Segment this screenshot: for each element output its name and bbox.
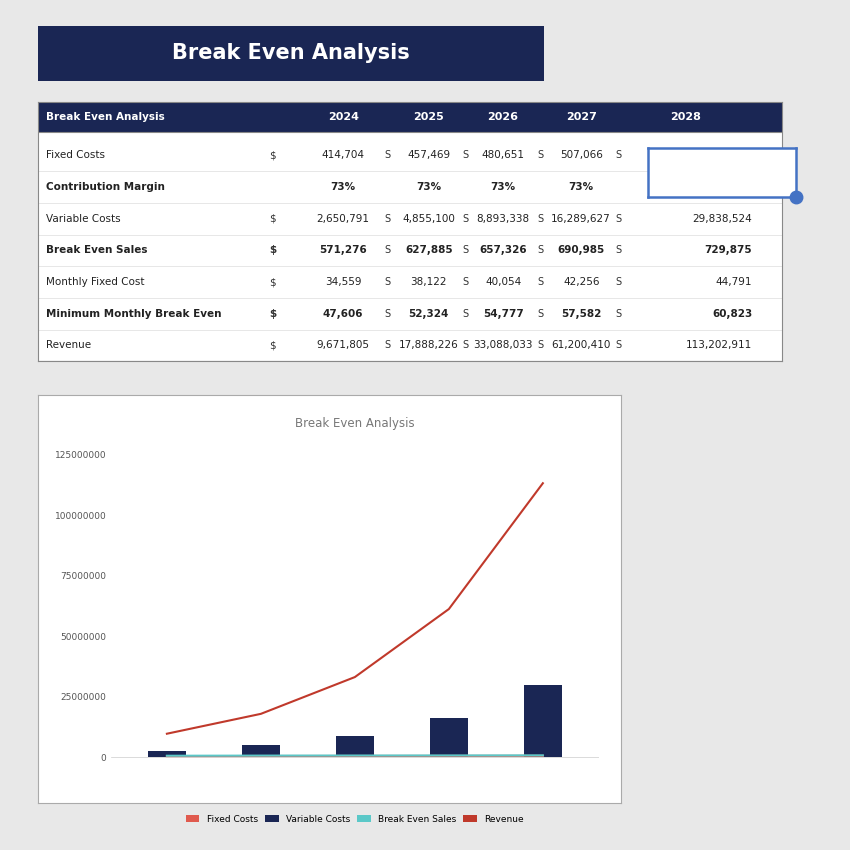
Title: Break Even Analysis: Break Even Analysis [295,416,415,429]
Text: 47,606: 47,606 [323,309,364,319]
Text: S: S [537,309,543,319]
Text: Monthly Fixed Cost: Monthly Fixed Cost [46,277,145,287]
Text: $: $ [269,277,276,287]
Text: 42,256: 42,256 [563,277,599,287]
Text: S: S [463,213,469,224]
Text: S: S [615,340,621,350]
Text: S: S [463,150,469,161]
Bar [336,735,374,757]
Text: 61,200,410: 61,200,410 [552,340,611,350]
Text: 571,276: 571,276 [320,246,367,255]
Text: S: S [463,309,469,319]
Text: S: S [615,213,621,224]
Text: S: S [537,213,543,224]
Text: S: S [463,277,469,287]
Bar [38,171,782,203]
Text: S: S [615,277,621,287]
Text: 73%: 73% [569,182,594,192]
Text: 60,823: 60,823 [712,309,752,319]
Bar [524,685,562,757]
Text: Variable Costs: Variable Costs [46,213,121,224]
Text: Revenue: Revenue [46,340,91,350]
Text: S: S [615,309,621,319]
Text: 2024: 2024 [328,112,359,122]
Text: S: S [385,309,391,319]
Text: 2028: 2028 [670,112,700,122]
Text: S: S [537,246,543,255]
Text: S: S [385,340,391,350]
Bar [38,266,782,298]
Text: 17,888,226: 17,888,226 [399,340,459,350]
Text: Break Even Analysis: Break Even Analysis [173,43,410,63]
Text: 414,704: 414,704 [321,150,365,161]
Text: S: S [385,246,391,255]
Text: 627,885: 627,885 [405,246,452,255]
Text: $: $ [269,150,276,161]
Bar [38,235,782,266]
Bar [242,745,280,757]
Text: Break Even Sales: Break Even Sales [46,246,147,255]
Text: 2027: 2027 [566,112,597,122]
Text: 52,324: 52,324 [409,309,449,319]
Text: $: $ [269,340,276,350]
Text: 657,326: 657,326 [479,246,527,255]
Text: 2026: 2026 [488,112,518,122]
Text: 73%: 73% [490,182,516,192]
Text: $: $ [269,309,276,319]
Text: 9,671,805: 9,671,805 [317,340,370,350]
Text: S: S [615,246,621,255]
Text: 74%: 74% [680,182,705,192]
Text: 537,492: 537,492 [709,150,752,161]
Text: Contribution Margin: Contribution Margin [46,182,165,192]
Text: 40,054: 40,054 [485,277,521,287]
Text: S: S [537,277,543,287]
Text: 57,582: 57,582 [561,309,601,319]
Bar [38,203,782,235]
Text: 73%: 73% [331,182,356,192]
Text: S: S [463,246,469,255]
Bar [38,330,782,361]
Text: 690,985: 690,985 [558,246,605,255]
Text: 113,202,911: 113,202,911 [686,340,752,350]
Text: S: S [537,340,543,350]
Text: 4,855,100: 4,855,100 [402,213,455,224]
Text: 34,559: 34,559 [325,277,361,287]
Text: 33,088,033: 33,088,033 [473,340,533,350]
Text: S: S [385,150,391,161]
Text: 73%: 73% [416,182,441,192]
Legend: Fixed Costs, Variable Costs, Break Even Sales, Revenue: Fixed Costs, Variable Costs, Break Even … [182,811,528,827]
Text: 2025: 2025 [413,112,444,122]
Text: 2,650,791: 2,650,791 [317,213,370,224]
Bar [38,139,782,171]
Text: Fixed Costs: Fixed Costs [46,150,105,161]
Bar [148,751,185,757]
Text: S: S [463,340,469,350]
Text: $: $ [269,246,276,255]
Text: S: S [537,150,543,161]
Text: S: S [615,150,621,161]
Bar [430,717,468,757]
Text: 16,289,627: 16,289,627 [552,213,611,224]
Text: S: S [385,277,391,287]
Text: Break Even Analysis: Break Even Analysis [46,112,164,122]
Text: 29,838,524: 29,838,524 [693,213,752,224]
Text: 457,469: 457,469 [407,150,450,161]
Text: 38,122: 38,122 [411,277,447,287]
Text: S: S [385,213,391,224]
Text: 507,066: 507,066 [560,150,603,161]
Text: 480,651: 480,651 [482,150,524,161]
Bar [38,102,782,132]
Text: 44,791: 44,791 [716,277,752,287]
Text: $: $ [269,213,276,224]
Bar [38,298,782,330]
Text: Minimum Monthly Break Even: Minimum Monthly Break Even [46,309,221,319]
Text: 729,875: 729,875 [705,246,752,255]
Text: 8,893,338: 8,893,338 [477,213,530,224]
Text: 54,777: 54,777 [483,309,524,319]
